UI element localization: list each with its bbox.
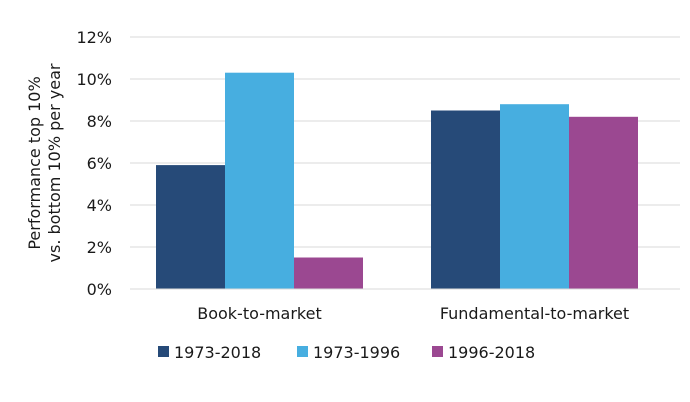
legend-label: 1973-1996 [313,343,400,362]
bar-1996-2018-Book-to-market [294,257,363,289]
y-tick-label: 10% [76,70,112,89]
y-tick-label: 12% [76,28,112,47]
x-category-label: Fundamental-to-market [440,304,629,323]
bar-1973-2018-Book-to-market [156,165,225,289]
y-tick-label: 2% [87,238,112,257]
legend-swatch [432,346,443,357]
legend-swatch [158,346,169,357]
bars [156,72,638,289]
bar-1996-2018-Fundamental-to-market [569,116,638,289]
x-category-label: Book-to-market [197,304,322,323]
x-category-labels: Book-to-market Fundamental-to-market [197,304,629,323]
bar-1973-1996-Book-to-market [225,72,294,289]
y-tick-label: 4% [87,196,112,215]
legend-label: 1973-2018 [174,343,261,362]
legend-swatch [297,346,308,357]
legend: 1973-2018 1973-1996 1996-2018 [158,343,535,362]
bar-1973-1996-Fundamental-to-market [500,104,569,289]
y-axis-label-line-1: Performance top 10% [25,76,44,249]
bar-1973-2018-Fundamental-to-market [431,110,500,289]
legend-label: 1996-2018 [448,343,535,362]
y-tick-label: 0% [87,280,112,299]
y-axis-label-line-2: vs. bottom 10% per year [45,63,64,262]
y-tick-labels: 0% 2% 4% 6% 8% 10% 12% [76,28,112,299]
y-axis-label: Performance top 10% vs. bottom 10% per y… [25,63,64,262]
y-tick-label: 6% [87,154,112,173]
y-tick-label: 8% [87,112,112,131]
